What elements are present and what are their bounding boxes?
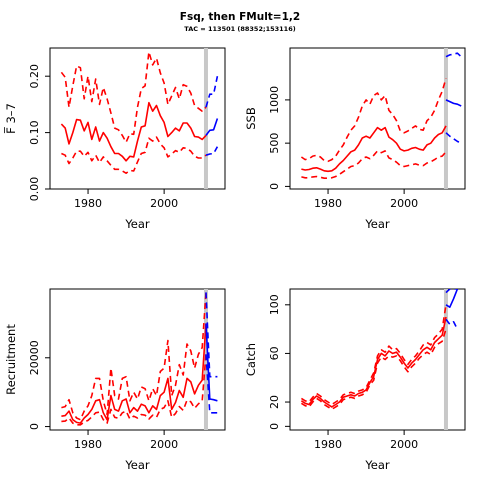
history-median-line <box>301 125 447 173</box>
projection-lower-ci-line <box>445 132 462 144</box>
history-median-line <box>60 101 207 162</box>
series-group <box>300 52 462 179</box>
x-axis-label: Year <box>124 217 150 231</box>
history-upper-ci-line <box>300 304 447 406</box>
figure-title: Fsq, then FMult=1,2 <box>180 11 300 23</box>
x-axis-label: Year <box>364 217 390 231</box>
x-axis-label: Year <box>124 458 150 472</box>
projection-upper-ci-line <box>445 52 462 58</box>
history-lower-ci-line <box>61 136 207 174</box>
projection-lower-ci-line <box>445 318 459 330</box>
x-tick-label: 1980 <box>314 197 342 210</box>
plot-frame <box>49 288 226 431</box>
y-axis-label: Recruitment <box>4 324 18 395</box>
plot-frame <box>289 47 466 190</box>
x-tick-label: 2000 <box>150 438 178 451</box>
projection-lower-ci-line <box>205 354 218 414</box>
history-median-line <box>61 323 207 424</box>
history-lower-ci-line <box>61 354 207 426</box>
y-axis-label: F̅ 3–7 <box>3 103 18 134</box>
y-tick-label: 0.20 <box>28 64 41 89</box>
history-upper-ci-line <box>300 78 447 163</box>
y-axis-label: SSB <box>244 107 258 130</box>
history-upper-ci-line <box>60 51 207 143</box>
y-tick-label: 60 <box>268 346 281 360</box>
x-tick-label: 2000 <box>390 438 418 451</box>
series-group <box>300 289 459 411</box>
figure-subtitle: TAC = 113501 (88352;153116) <box>184 25 295 33</box>
y-tick-label: 20000 <box>28 340 41 375</box>
x-tick-label: 1980 <box>314 438 342 451</box>
projection-upper-ci-line <box>205 292 218 378</box>
y-tick-label: 0.10 <box>28 120 41 145</box>
projection-upper-ci-line <box>205 76 219 108</box>
history-lower-ci-line <box>301 150 447 179</box>
plot-frame <box>289 288 466 431</box>
plot-frame <box>49 47 226 190</box>
history-lower-ci-line <box>300 328 447 411</box>
y-tick-label: 0 <box>268 423 281 430</box>
series-group <box>60 51 219 174</box>
projection-median-line <box>205 118 219 136</box>
series-group <box>61 292 218 426</box>
projection-median-line <box>205 323 218 402</box>
projection-median-line <box>445 99 462 107</box>
history-median-line <box>300 316 447 408</box>
x-axis-label: Year <box>364 458 390 472</box>
projection-lower-ci-line <box>205 146 219 156</box>
history-upper-ci-line <box>61 292 207 421</box>
x-tick-label: 2000 <box>150 197 178 210</box>
y-tick-label: 0.00 <box>28 177 41 202</box>
y-tick-label: 0 <box>28 423 41 430</box>
x-tick-label: 1980 <box>74 438 102 451</box>
y-axis-label: Catch <box>244 343 258 376</box>
projection-upper-ci-line <box>445 289 458 294</box>
y-tick-label: 500 <box>268 133 281 154</box>
y-tick-label: 1000 <box>268 86 281 114</box>
y-tick-label: 0 <box>268 183 281 190</box>
x-tick-label: 2000 <box>390 197 418 210</box>
y-tick-label: 100 <box>268 294 281 315</box>
y-tick-label: 20 <box>268 395 281 409</box>
projection-median-line <box>445 289 459 309</box>
x-tick-label: 1980 <box>74 197 102 210</box>
